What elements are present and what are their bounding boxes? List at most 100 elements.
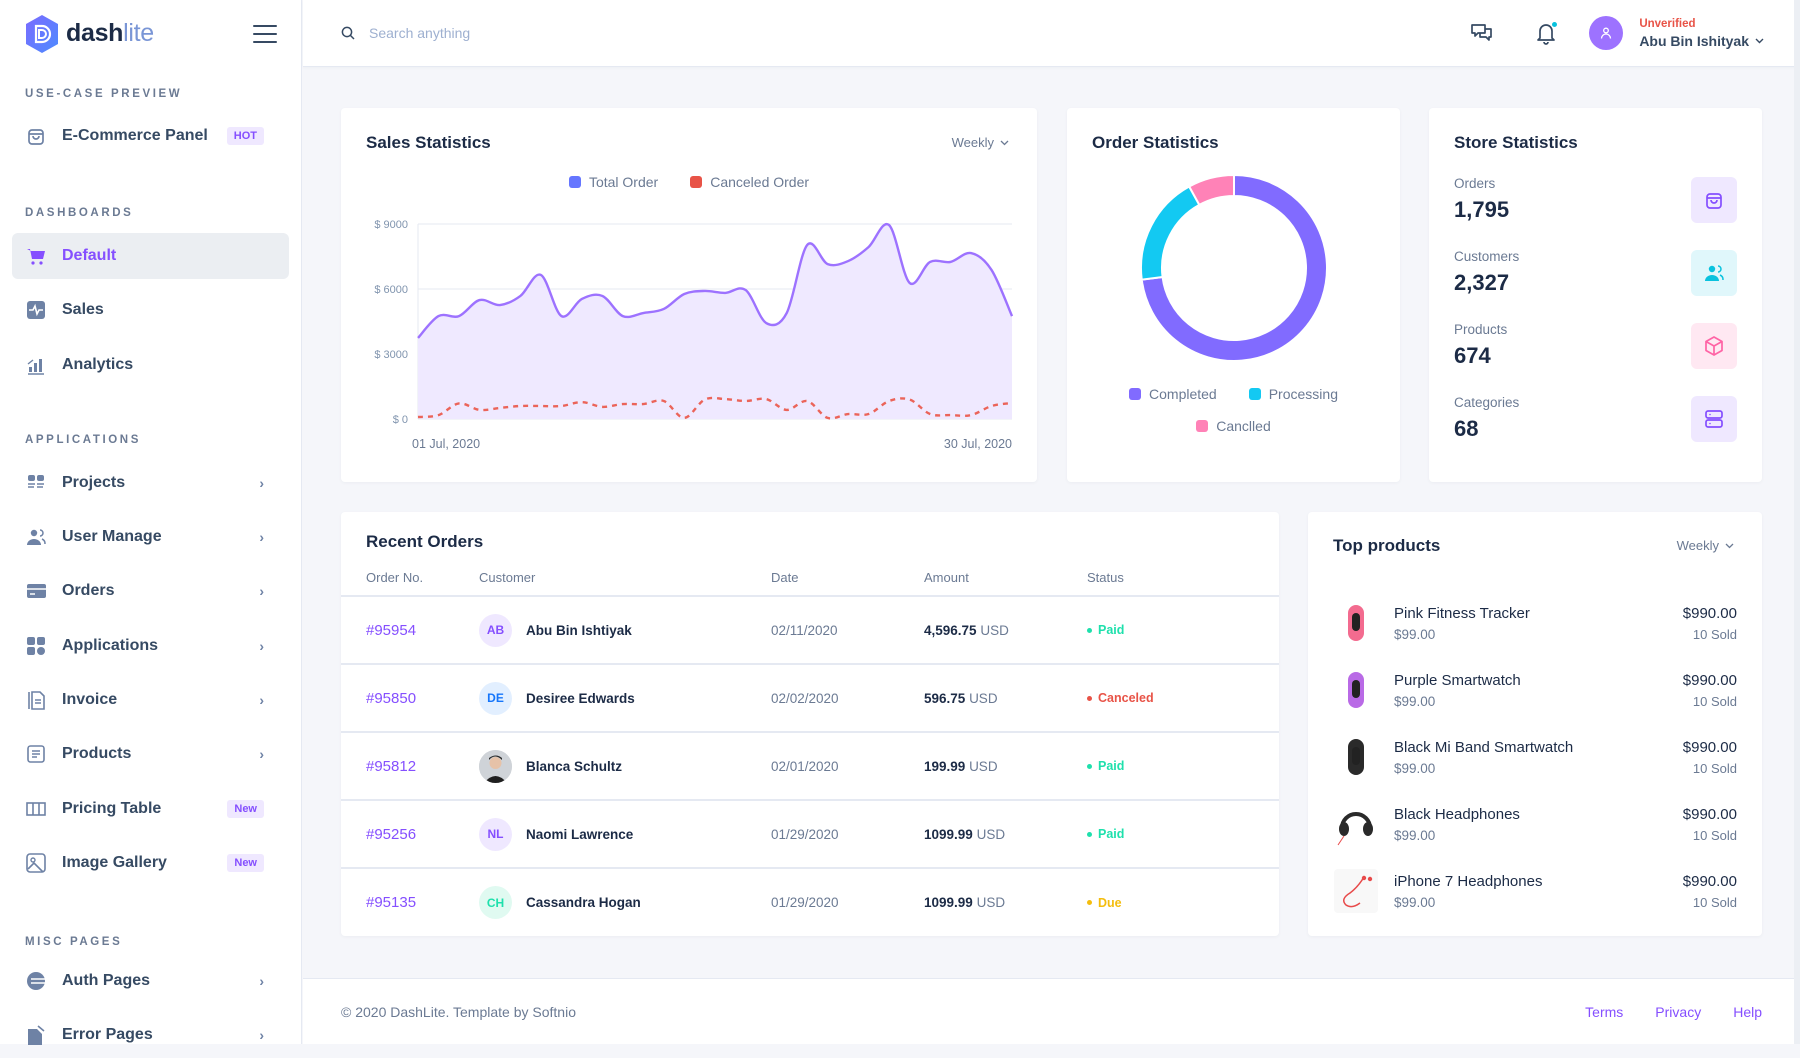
- order-number-link[interactable]: #95954: [366, 621, 417, 639]
- data-point[interactable]: [576, 293, 588, 305]
- data-point[interactable]: [514, 290, 526, 302]
- table-row[interactable]: #95850 DE Desiree Edwards 02/02/2020 596.75 …: [341, 664, 1279, 733]
- notifications-button[interactable]: [1533, 20, 1559, 46]
- data-point[interactable]: [432, 409, 444, 421]
- data-point[interactable]: [924, 408, 936, 420]
- sidebar-item-analytics[interactable]: Analytics: [12, 342, 289, 388]
- data-point[interactable]: [781, 307, 793, 319]
- data-point[interactable]: [883, 219, 895, 231]
- data-point[interactable]: [699, 394, 711, 406]
- data-point[interactable]: [658, 395, 670, 407]
- data-point[interactable]: [801, 395, 813, 407]
- data-point[interactable]: [842, 408, 854, 420]
- data-point[interactable]: [965, 409, 977, 421]
- product-list-item[interactable]: iPhone 7 Headphones $99.00 $990.00 10 Sold: [1333, 863, 1737, 919]
- data-point[interactable]: [555, 310, 567, 322]
- data-point[interactable]: [617, 398, 629, 410]
- data-point[interactable]: [453, 310, 465, 322]
- data-point[interactable]: [904, 277, 916, 289]
- data-point[interactable]: [822, 412, 834, 424]
- data-point[interactable]: [740, 284, 752, 296]
- data-point[interactable]: [965, 247, 977, 259]
- order-number-link[interactable]: #95812: [366, 757, 417, 775]
- data-point[interactable]: [1006, 310, 1018, 322]
- legend-total-order[interactable]: Total Order: [568, 174, 658, 190]
- data-point[interactable]: [699, 285, 711, 297]
- footer-link-privacy[interactable]: Privacy: [1655, 1003, 1702, 1020]
- data-point[interactable]: [1006, 397, 1018, 409]
- sidebar-item-pricing-table[interactable]: Pricing Table New: [12, 786, 289, 832]
- data-point[interactable]: [412, 411, 424, 423]
- table-row[interactable]: #95256 NL Naomi Lawrence 01/29/2020 1099.99 …: [341, 800, 1279, 869]
- legend-processing[interactable]: Processing: [1248, 386, 1338, 402]
- sidebar-item-sales[interactable]: Sales: [12, 287, 289, 333]
- data-point[interactable]: [658, 303, 670, 315]
- data-point[interactable]: [781, 404, 793, 416]
- data-point[interactable]: [883, 395, 895, 407]
- table-row[interactable]: #95954 AB Abu Bin Ishtiyak 02/11/2020 4,596.…: [341, 596, 1279, 665]
- data-point[interactable]: [555, 400, 567, 412]
- data-point[interactable]: [453, 397, 465, 409]
- table-row[interactable]: #95135 CH Cassandra Hogan 01/29/2020 1099.99…: [341, 868, 1279, 936]
- brand-logo[interactable]: dashlite: [24, 14, 154, 54]
- data-point[interactable]: [494, 402, 506, 414]
- donut-slice-processing[interactable]: [1140, 185, 1201, 281]
- sidebar-item-default[interactable]: Default: [12, 233, 289, 279]
- data-point[interactable]: [494, 299, 506, 311]
- sidebar-item-image-gallery[interactable]: Image Gallery New: [12, 840, 289, 886]
- data-point[interactable]: [514, 400, 526, 412]
- data-point[interactable]: [822, 258, 834, 270]
- data-point[interactable]: [924, 256, 936, 268]
- order-number-link[interactable]: #95850: [366, 689, 417, 707]
- sidebar-item-error-pages[interactable]: Error Pages ›: [12, 1012, 289, 1058]
- data-point[interactable]: [863, 241, 875, 253]
- sales-period-dropdown[interactable]: Weekly: [952, 135, 1009, 150]
- legend-cancelled[interactable]: Canclled: [1196, 418, 1271, 434]
- sidebar-item-auth-pages[interactable]: Auth Pages ›: [12, 958, 289, 1004]
- top-products-period-dropdown[interactable]: Weekly: [1677, 538, 1734, 553]
- data-point[interactable]: [473, 404, 485, 416]
- sidebar-item-projects[interactable]: Projects ›: [12, 460, 289, 506]
- data-point[interactable]: [801, 239, 813, 251]
- data-point[interactable]: [432, 310, 444, 322]
- sidebar-item-products[interactable]: Products ›: [12, 731, 289, 777]
- menu-toggle-button[interactable]: [253, 24, 277, 43]
- data-point[interactable]: [945, 256, 957, 268]
- data-point[interactable]: [637, 398, 649, 410]
- page-scrollbar[interactable]: [1794, 0, 1800, 1044]
- order-number-link[interactable]: #95256: [366, 825, 417, 843]
- data-point[interactable]: [760, 393, 772, 405]
- footer-link-terms[interactable]: Terms: [1585, 1003, 1624, 1020]
- sidebar-item-orders[interactable]: Orders ›: [12, 568, 289, 614]
- product-list-item[interactable]: Purple Smartwatch $99.00 $990.00 10 Sold: [1333, 662, 1737, 718]
- data-point[interactable]: [596, 290, 608, 302]
- sidebar-item-user-manage[interactable]: User Manage ›: [12, 514, 289, 560]
- legend-canceled-order[interactable]: Canceled Order: [690, 174, 809, 190]
- data-point[interactable]: [842, 255, 854, 267]
- data-point[interactable]: [473, 294, 485, 306]
- donut-slice-canclled[interactable]: [1187, 173, 1235, 207]
- data-point[interactable]: [637, 307, 649, 319]
- data-point[interactable]: [760, 317, 772, 329]
- sidebar-item-invoice[interactable]: Invoice ›: [12, 677, 289, 723]
- sidebar-item-e-commerce-panel[interactable]: E-Commerce Panel HOT: [12, 113, 289, 159]
- data-point[interactable]: [596, 401, 608, 413]
- product-list-item[interactable]: Black Mi Band Smartwatch $99.00 $990.00 10 …: [1333, 729, 1737, 785]
- data-point[interactable]: [535, 269, 547, 281]
- donut-slice-completed[interactable]: [1140, 173, 1328, 362]
- data-point[interactable]: [740, 395, 752, 407]
- data-point[interactable]: [904, 394, 916, 406]
- product-list-item[interactable]: Pink Fitness Tracker $99.00 $990.00 10 Sold: [1333, 595, 1737, 651]
- user-menu[interactable]: Unverified Abu Bin Ishityak: [1589, 16, 1764, 50]
- data-point[interactable]: [535, 400, 547, 412]
- data-point[interactable]: [412, 332, 424, 344]
- search-input[interactable]: [369, 25, 669, 41]
- data-point[interactable]: [719, 287, 731, 299]
- product-list-item[interactable]: Black Headphones $99.00 $990.00 10 Sold: [1333, 796, 1737, 852]
- footer-link-help[interactable]: Help: [1733, 1003, 1762, 1020]
- data-point[interactable]: [678, 412, 690, 424]
- data-point[interactable]: [719, 393, 731, 405]
- data-point[interactable]: [863, 408, 875, 420]
- legend-completed[interactable]: Completed: [1129, 386, 1217, 402]
- table-row[interactable]: #95812 Blanca Schultz 02/01/2020 199.99 USD…: [341, 732, 1279, 801]
